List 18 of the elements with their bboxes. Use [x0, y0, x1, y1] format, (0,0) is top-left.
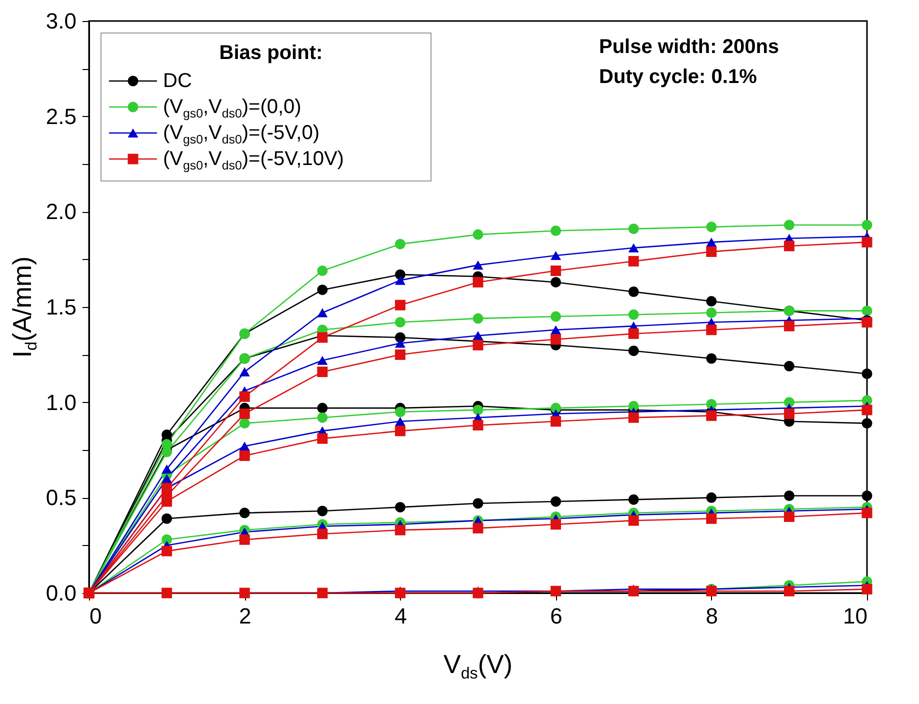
y-tick-label: 2.5 [46, 104, 76, 129]
annotation: Pulse width: 200ns [599, 36, 780, 58]
x-tick-label: 2 [238, 604, 252, 628]
annotation: Duty cycle: 0.1% [599, 66, 758, 88]
legend-title: Bias point: [219, 42, 323, 64]
x-tick-label: 6 [550, 604, 562, 628]
y-tick-label: 0.0 [46, 580, 76, 606]
x-tick-label: 8 [706, 604, 718, 628]
y-tick-label: 1.5 [46, 294, 76, 320]
x-tick-label: 10 [843, 604, 868, 628]
y-tick-label: 2.0 [46, 199, 76, 224]
x-tick-label: 4 [394, 604, 407, 628]
x-tick-label: 0 [90, 604, 102, 628]
y-tick-label: 3.0 [46, 8, 76, 34]
y-tick-label: 1.0 [46, 390, 76, 415]
y-tick-label: 0.5 [46, 485, 76, 510]
legend-label: DC [163, 70, 192, 92]
y-axis-title: Id(A/mm) [7, 256, 40, 358]
